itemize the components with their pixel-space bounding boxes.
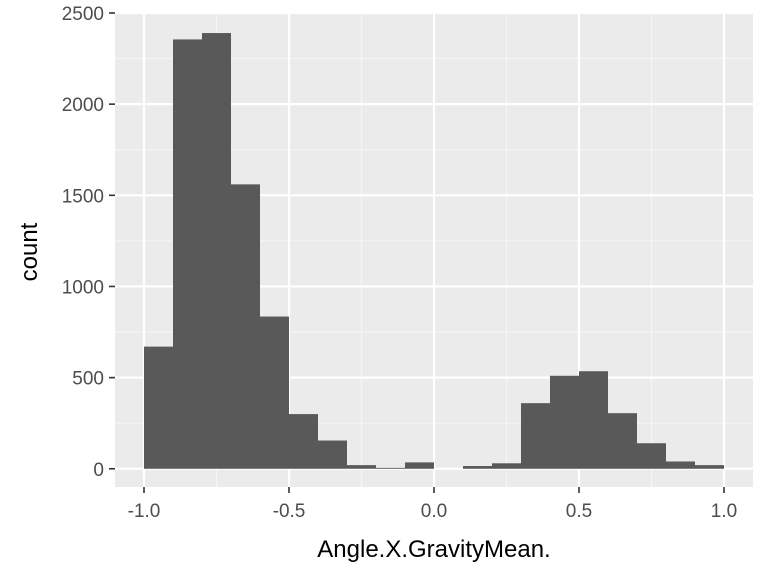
- histogram-bar: [521, 403, 550, 469]
- histogram-bar: [608, 413, 637, 469]
- y-tick-label: 500: [72, 369, 104, 390]
- y-axis: 0 500 1000 1500 2000 2500: [62, 4, 115, 481]
- histogram-bar: [666, 461, 695, 469]
- histogram-bar: [492, 463, 521, 469]
- histogram-bar: [405, 462, 434, 469]
- y-axis-title: count: [16, 222, 43, 281]
- histogram-bar: [579, 371, 608, 469]
- x-tick-label: -0.5: [273, 501, 306, 522]
- histogram-bar: [637, 443, 666, 469]
- x-tick-label: 0.5: [566, 501, 592, 522]
- y-tick-label: 1500: [62, 186, 104, 207]
- histogram-bar: [173, 39, 202, 469]
- histogram-bar: [347, 465, 376, 469]
- histogram-bar: [318, 440, 347, 469]
- y-tick-label: 0: [93, 460, 104, 481]
- y-tick-label: 2500: [62, 4, 104, 25]
- histogram-bar: [202, 33, 231, 469]
- y-tick-label: 2000: [62, 95, 104, 116]
- histogram-bar: [289, 414, 318, 469]
- histogram-bar: [550, 375, 579, 469]
- histogram-bar: [231, 184, 260, 469]
- histogram-bar: [376, 467, 405, 469]
- x-tick-label: -1.0: [128, 501, 161, 522]
- y-tick-label: 1000: [62, 277, 104, 298]
- histogram-bar: [695, 465, 724, 469]
- histogram-bar: [260, 316, 289, 469]
- x-tick-label: 0.0: [421, 501, 447, 522]
- histogram-bars: [144, 33, 724, 469]
- histogram-bar: [463, 466, 492, 469]
- histogram-bar: [144, 346, 173, 469]
- x-tick-label: 1.0: [711, 501, 737, 522]
- x-axis-title: Angle.X.GravityMean.: [317, 536, 550, 563]
- x-axis: -1.0 -0.5 0.0 0.5 1.0: [128, 487, 737, 522]
